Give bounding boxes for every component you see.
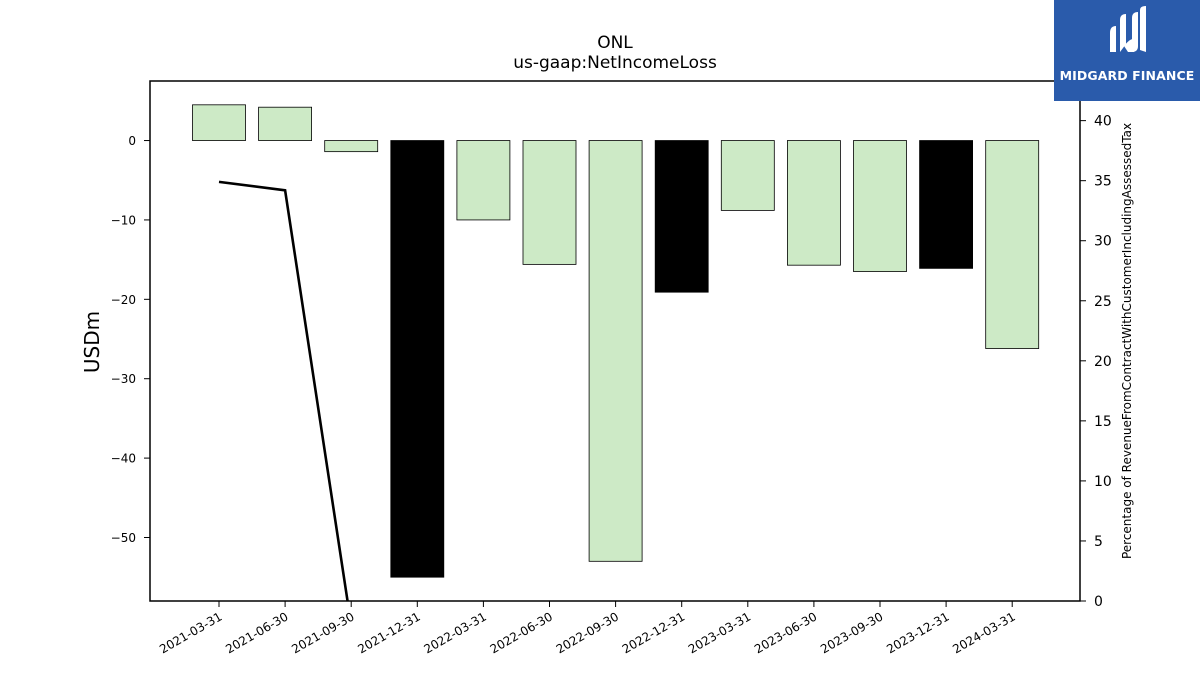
bar <box>985 140 1040 349</box>
bar <box>720 140 775 211</box>
y2-tick-label: 5 <box>1094 534 1103 550</box>
x-tick-label: 2022-09-30 <box>554 609 621 656</box>
bar <box>654 140 709 293</box>
x-tick-label: 2024-03-31 <box>950 609 1017 656</box>
y2-tick-label: 20 <box>1094 354 1112 370</box>
y2-tick-label: 30 <box>1094 234 1112 250</box>
bar <box>390 140 445 578</box>
bar <box>324 140 379 153</box>
y2-axis-label: Percentage of RevenueFromContractWithCus… <box>1120 123 1134 559</box>
bar <box>192 104 246 141</box>
bar <box>919 140 973 269</box>
y2-tick-label: 0 <box>1094 594 1103 610</box>
bar <box>588 140 643 562</box>
x-tick-label: 2023-09-30 <box>818 609 885 656</box>
y2-tick-label: 40 <box>1094 114 1112 130</box>
x-tick-label: 2021-06-30 <box>223 609 290 656</box>
y-tick-label: −50 <box>111 531 136 545</box>
bar <box>522 140 577 265</box>
x-tick-label: 2023-12-31 <box>884 609 951 656</box>
x-tick-label: 2021-12-31 <box>355 609 422 656</box>
y-tick-label: −30 <box>111 372 136 386</box>
chart-subtitle: us-gaap:NetIncomeLoss <box>513 53 717 73</box>
y-axis-label: USDm <box>80 311 104 373</box>
x-tick-label: 2021-09-30 <box>289 609 356 656</box>
y-tick-label: −40 <box>111 452 136 466</box>
bar <box>456 140 511 221</box>
series-line <box>218 180 349 601</box>
y-tick-label: −20 <box>111 293 136 307</box>
y2-tick-label: 10 <box>1094 474 1112 490</box>
plot-frame <box>149 80 1081 602</box>
y2-tick-label: 35 <box>1094 174 1112 190</box>
midgard-finance-logo: MIDGARD FINANCE <box>1054 0 1200 101</box>
bar <box>787 140 841 266</box>
x-tick-label: 2022-06-30 <box>488 609 555 656</box>
chart-title: ONL <box>597 33 633 53</box>
x-tick-label: 2022-03-31 <box>421 609 488 656</box>
y2-tick-label: 25 <box>1094 294 1112 310</box>
x-tick-label: 2022-12-31 <box>620 609 687 656</box>
y2-tick-label: 15 <box>1094 414 1112 430</box>
logo-text: MIDGARD FINANCE <box>1059 68 1195 83</box>
bar <box>258 106 313 141</box>
x-tick-label: 2023-06-30 <box>752 609 819 656</box>
x-tick-label: 2021-03-31 <box>157 609 224 656</box>
y-tick-label: 0 <box>128 134 136 148</box>
logo-mark-icon <box>1110 6 1146 52</box>
x-tick-label: 2023-03-31 <box>686 609 753 656</box>
y-tick-label: −10 <box>111 213 136 227</box>
bar <box>853 140 907 272</box>
